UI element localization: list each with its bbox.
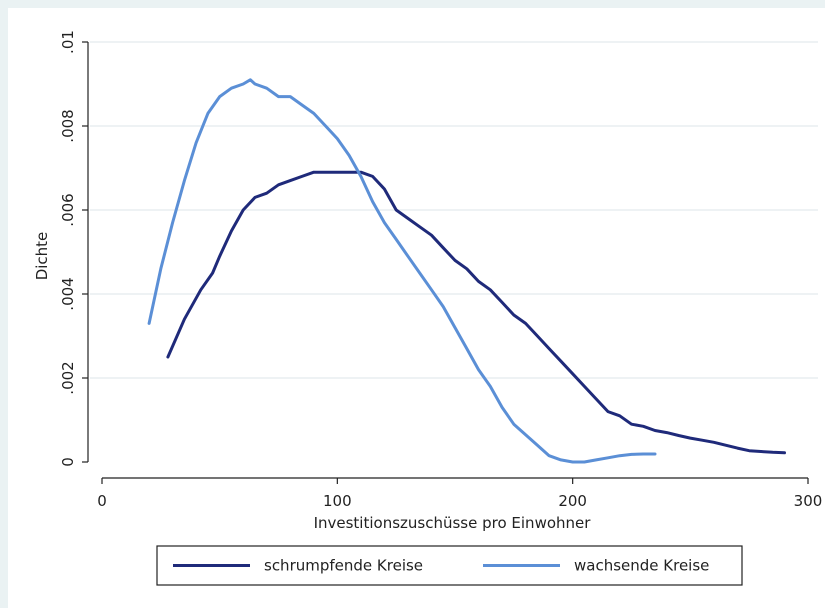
y-tick-label-3: .006 (59, 193, 77, 226)
x-tick-label-0: 0 (97, 492, 107, 510)
y-tick-label-0: 0 (59, 457, 77, 467)
x-axis-ticks: 0 100 200 300 (97, 478, 822, 510)
plot-area-background (8, 8, 825, 608)
legend: schrumpfende Kreise wachsende Kreise (156, 545, 743, 586)
series-line-1 (147, 78, 657, 464)
x-tick-label-2: 200 (558, 492, 587, 510)
axes (87, 42, 808, 479)
x-tick-label-3: 300 (794, 492, 823, 510)
y-tick-label-1: .002 (59, 361, 77, 394)
legend-label-1: wachsende Kreise (574, 557, 709, 575)
gridlines (90, 41, 818, 379)
y-tick-label-4: .008 (59, 109, 77, 142)
series-line-0 (166, 170, 786, 455)
y-tick-label-2: .004 (59, 277, 77, 310)
y-tick-label-5: .01 (59, 30, 77, 54)
y-axis-title: Dichte (33, 232, 51, 281)
legend-box (156, 545, 743, 586)
x-axis-title: Investitionszuschüsse pro Einwohner (314, 514, 592, 532)
y-axis-ticks: 0 .002 .004 .006 .008 .01 (59, 30, 88, 467)
series-lines (147, 78, 786, 464)
x-tick-label-1: 100 (323, 492, 352, 510)
legend-label-0: schrumpfende Kreise (264, 557, 423, 575)
